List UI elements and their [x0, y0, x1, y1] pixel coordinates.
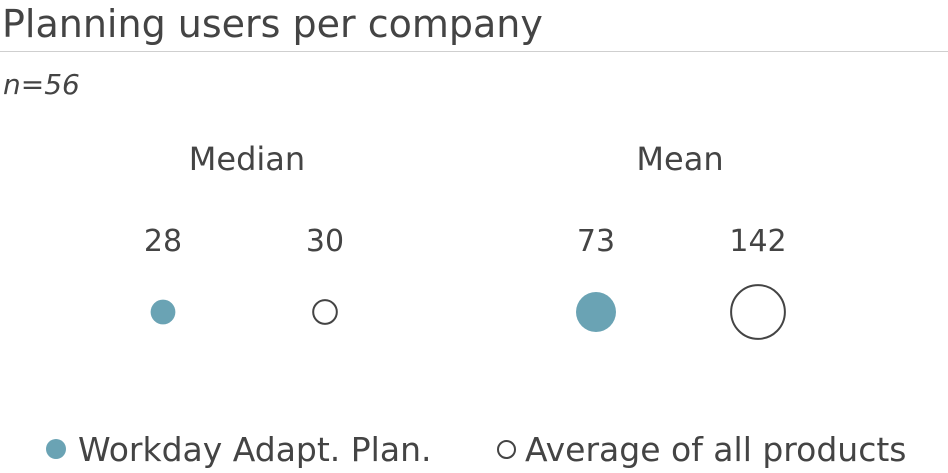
legend-item-workday: Workday Adapt. Plan.	[46, 425, 431, 473]
group-label-median: Median	[189, 140, 305, 178]
group-label-mean: Mean	[636, 140, 723, 178]
value-label-mean-series-1: 142	[729, 224, 786, 259]
legend-label-average: Average of all products	[525, 429, 907, 469]
legend: Workday Adapt. Plan. Average of all prod…	[0, 425, 948, 473]
legend-swatch-open	[497, 439, 516, 459]
sample-size: n=56	[3, 68, 80, 101]
bubble-median-series-0	[150, 299, 176, 325]
bubble-median-series-1	[312, 299, 338, 325]
legend-item-average: Average of all products	[497, 425, 906, 473]
bubble-chart: Median 28 30 Mean 73 142	[144, 140, 787, 340]
value-label-mean-series-0: 73	[577, 224, 615, 259]
chart-title: Planning users per company	[2, 2, 543, 46]
bubble-mean-series-0	[576, 292, 616, 332]
value-label-median-series-1: 30	[306, 224, 344, 259]
value-label-median-series-0: 28	[144, 224, 182, 259]
legend-label-workday: Workday Adapt. Plan.	[78, 429, 432, 469]
legend-swatch-filled	[46, 439, 66, 459]
bubble-mean-series-1	[730, 284, 786, 340]
title-divider	[0, 51, 948, 52]
